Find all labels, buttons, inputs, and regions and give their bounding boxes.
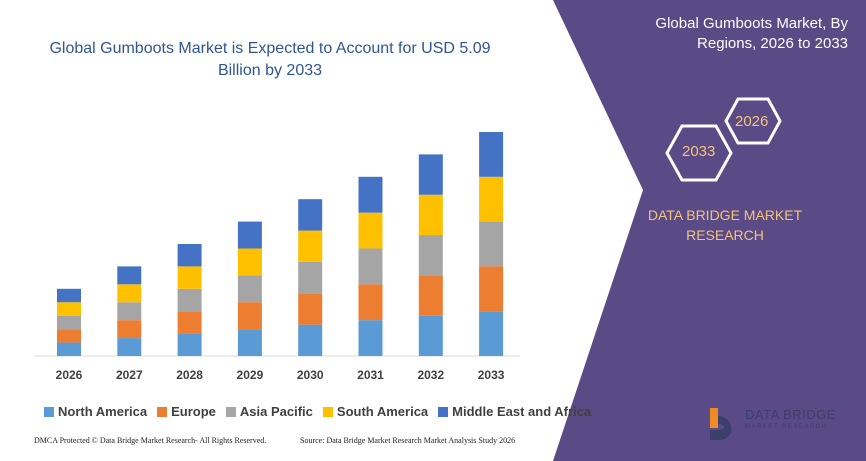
bar-middle-east-and-africa-2028 bbox=[177, 244, 202, 267]
bar-asia-pacific-2030 bbox=[298, 261, 323, 294]
footer-copyright: DMCA Protected © Data Bridge Market Rese… bbox=[34, 436, 267, 445]
bar-europe-2031 bbox=[358, 284, 383, 321]
legend-label: Asia Pacific bbox=[239, 404, 313, 419]
panel-background bbox=[553, 0, 866, 461]
legend-swatch bbox=[438, 406, 449, 417]
legend-label: Middle East and Africa bbox=[452, 404, 592, 419]
bar-asia-pacific-2026 bbox=[57, 315, 81, 330]
bar-south-america-2027 bbox=[117, 284, 142, 303]
panel-title: Global Gumboots Market, By Regions, 2026… bbox=[655, 15, 848, 52]
bar-middle-east-and-africa-2032 bbox=[418, 154, 443, 195]
bar-north-america-2027 bbox=[117, 338, 142, 356]
legend-swatch bbox=[157, 406, 168, 417]
chart-legend: North America Europe Asia Pacific South Ame… bbox=[44, 404, 591, 419]
bar-middle-east-and-africa-2026 bbox=[57, 288, 81, 303]
logo-name: DATA BRIDGE bbox=[745, 407, 836, 422]
bar-north-america-2029 bbox=[237, 329, 262, 356]
x-tick-label-2032: 2032 bbox=[417, 368, 444, 382]
x-tick-label-2029: 2029 bbox=[237, 368, 264, 382]
bar-asia-pacific-2028 bbox=[177, 288, 202, 312]
x-tick-label-2026: 2026 bbox=[56, 368, 83, 382]
bar-europe-2028 bbox=[177, 311, 202, 334]
bar-north-america-2033 bbox=[479, 311, 504, 356]
bar-south-america-2030 bbox=[298, 230, 323, 262]
footer-source: Source: Data Bridge Market Research Mark… bbox=[300, 436, 516, 445]
x-tick-label-2027: 2027 bbox=[116, 368, 143, 382]
bar-middle-east-and-africa-2033 bbox=[479, 132, 504, 177]
bar-middle-east-and-africa-2031 bbox=[358, 176, 383, 213]
bar-middle-east-and-africa-2030 bbox=[298, 199, 323, 231]
legend-label: Europe bbox=[171, 404, 216, 419]
bar-north-america-2028 bbox=[177, 333, 202, 356]
x-tick-label-2030: 2030 bbox=[297, 368, 324, 382]
bar-middle-east-and-africa-2027 bbox=[117, 266, 142, 285]
bar-north-america-2032 bbox=[418, 315, 443, 356]
bar-south-america-2029 bbox=[237, 248, 262, 276]
bar-europe-2030 bbox=[298, 293, 323, 325]
bar-middle-east-and-africa-2029 bbox=[237, 221, 262, 249]
bar-europe-2026 bbox=[57, 329, 81, 343]
hexagon-front bbox=[665, 124, 733, 182]
bar-asia-pacific-2032 bbox=[418, 235, 443, 276]
x-tick-label-2028: 2028 bbox=[176, 368, 203, 382]
data-bridge-logo-icon bbox=[710, 408, 732, 440]
bar-north-america-2030 bbox=[298, 324, 323, 356]
logo-tagline: MARKET RESEARCH bbox=[745, 424, 828, 430]
bar-europe-2033 bbox=[479, 266, 504, 312]
hexagon-back bbox=[724, 97, 782, 145]
bar-south-america-2033 bbox=[479, 176, 504, 222]
legend-item-north-america: North America bbox=[44, 404, 147, 419]
bar-south-america-2026 bbox=[57, 302, 81, 316]
legend-swatch bbox=[322, 406, 333, 417]
x-tick-label-2031: 2031 bbox=[357, 368, 384, 382]
legend-label: South America bbox=[336, 404, 429, 419]
bar-north-america-2026 bbox=[57, 342, 81, 356]
legend-item-asia-pacific: Asia Pacific bbox=[225, 404, 313, 419]
bar-europe-2029 bbox=[237, 302, 262, 330]
bar-europe-2027 bbox=[117, 320, 142, 339]
bar-south-america-2031 bbox=[358, 212, 383, 249]
chart-title: Global Gumboots Market is Expected to Ac… bbox=[49, 40, 491, 79]
bar-south-america-2028 bbox=[177, 266, 202, 289]
legend-item-middle-east-and-africa: Middle East and Africa bbox=[438, 404, 591, 419]
bar-asia-pacific-2029 bbox=[237, 275, 262, 303]
bar-asia-pacific-2033 bbox=[479, 221, 504, 267]
bar-south-america-2032 bbox=[418, 194, 443, 236]
hexagon-back-label: 2026 bbox=[735, 113, 769, 130]
bar-asia-pacific-2027 bbox=[117, 302, 142, 321]
legend-item-europe: Europe bbox=[157, 404, 216, 419]
legend-label: North America bbox=[58, 404, 148, 419]
legend-swatch bbox=[225, 406, 236, 417]
hexagon-front-label: 2033 bbox=[682, 143, 716, 160]
legend-swatch bbox=[44, 406, 54, 417]
bar-asia-pacific-2031 bbox=[358, 248, 383, 285]
panel-brand-text: DATA BRIDGE MARKET RESEARCH bbox=[647, 207, 803, 243]
x-tick-label-2033: 2033 bbox=[478, 368, 505, 382]
legend-item-south-america: South America bbox=[322, 404, 429, 419]
bar-north-america-2031 bbox=[358, 320, 383, 356]
bar-europe-2032 bbox=[418, 275, 443, 316]
